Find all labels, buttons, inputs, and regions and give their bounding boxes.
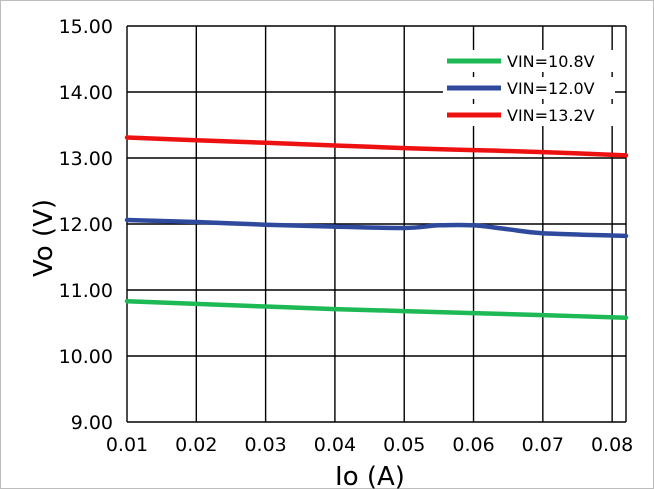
legend-background — [443, 77, 615, 99]
legend-label: VIN=12.0V — [507, 79, 595, 98]
series-line — [124, 298, 629, 320]
y-tick-label: 9.00 — [71, 412, 113, 434]
y-tick-label: 14.00 — [59, 82, 113, 104]
legend-background — [443, 104, 615, 126]
y-tick-label: 13.00 — [59, 148, 113, 170]
y-tick-label: 12.00 — [59, 214, 113, 236]
y-tick-label: 10.00 — [59, 346, 113, 368]
x-tick-label: 0.07 — [522, 434, 564, 456]
x-tick-label: 0.05 — [383, 434, 425, 456]
x-axis-label: Io (A) — [335, 462, 405, 489]
y-tick-labels: 9.00 10.00 11.00 12.00 13.00 14.00 15.00 — [59, 16, 113, 434]
legend-label: VIN=13.2V — [507, 106, 595, 125]
x-tick-labels: 0.01 0.02 0.03 0.04 0.05 0.06 0.07 0.08 — [106, 434, 633, 456]
legend-background — [443, 50, 615, 72]
y-tick-label: 11.00 — [59, 280, 113, 302]
x-tick-label: 0.08 — [591, 434, 633, 456]
legend-label: VIN=10.8V — [507, 52, 595, 71]
x-tick-label: 0.04 — [314, 434, 356, 456]
x-tick-label: 0.01 — [106, 434, 148, 456]
series-lines — [124, 135, 629, 320]
x-tick-label: 0.03 — [244, 434, 286, 456]
x-tick-label: 0.06 — [452, 434, 494, 456]
series-line — [124, 217, 629, 239]
y-tick-label: 15.00 — [59, 16, 113, 38]
y-axis-label: Vo (V) — [29, 199, 59, 277]
x-tick-label: 0.02 — [175, 434, 217, 456]
series-line — [124, 135, 629, 158]
legend: VIN=10.8V VIN=12.0V VIN=13.2V — [443, 50, 615, 126]
